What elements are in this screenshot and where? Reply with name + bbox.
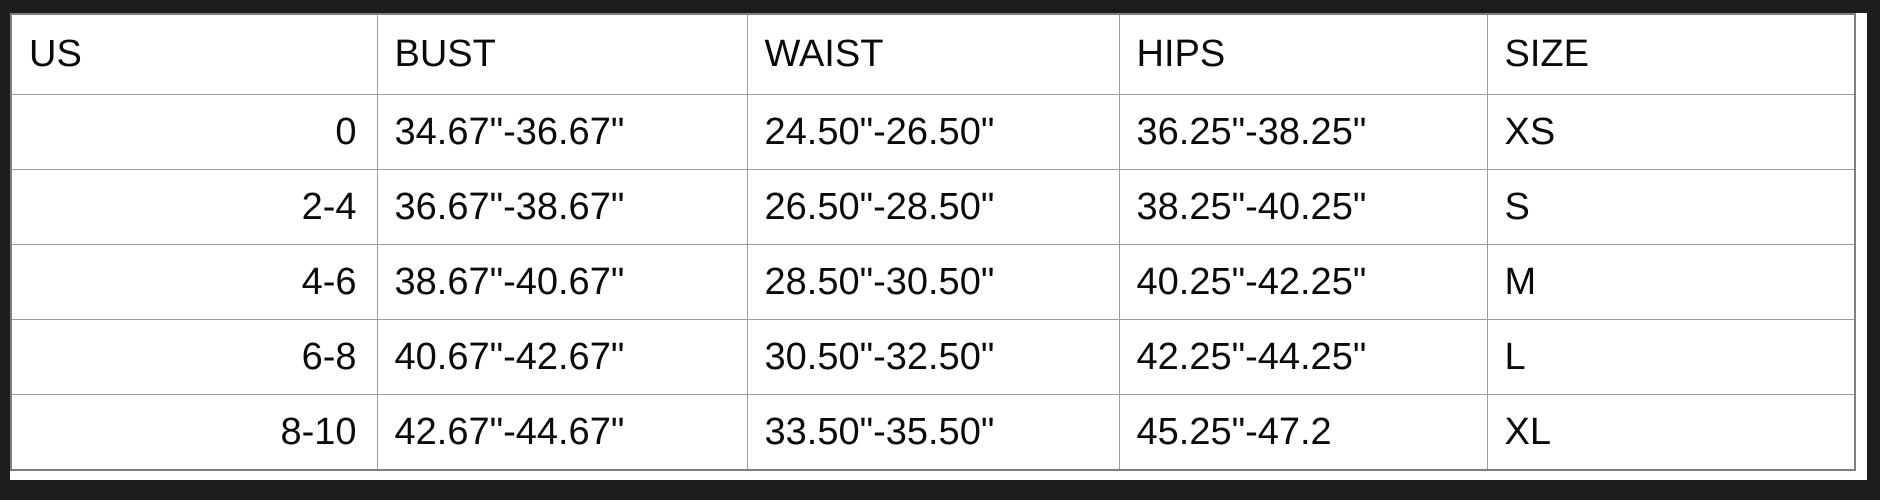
bust-value: 34.67"-36.67" bbox=[376, 94, 748, 170]
us-value: 6-8 bbox=[10, 319, 378, 395]
column-header-us: US bbox=[10, 13, 378, 95]
table-row: 8-10 42.67"-44.67" 33.50"-35.50" 45.25"-… bbox=[10, 394, 1856, 471]
waist-value: 26.50"-28.50" bbox=[746, 169, 1120, 245]
us-value: 2-4 bbox=[10, 169, 378, 245]
hips-value: 45.25"-47.2 bbox=[1118, 394, 1488, 471]
us-value: 0 bbox=[10, 94, 378, 170]
bust-value: 38.67"-40.67" bbox=[376, 244, 748, 320]
column-header-hips: HIPS bbox=[1118, 13, 1488, 95]
hips-value: 42.25"-44.25" bbox=[1118, 319, 1488, 395]
size-chart-body: 0 34.67"-36.67" 24.50"-26.50" 36.25"-38.… bbox=[10, 94, 1856, 471]
size-value: L bbox=[1486, 319, 1856, 395]
bust-value: 40.67"-42.67" bbox=[376, 319, 748, 395]
column-header-waist: WAIST bbox=[746, 13, 1120, 95]
waist-value: 24.50"-26.50" bbox=[746, 94, 1120, 170]
size-value: M bbox=[1486, 244, 1856, 320]
header-row: US BUST WAIST HIPS SIZE bbox=[10, 13, 1856, 95]
us-value: 8-10 bbox=[10, 394, 378, 471]
hips-value: 36.25"-38.25" bbox=[1118, 94, 1488, 170]
bust-value: 42.67"-44.67" bbox=[376, 394, 748, 471]
column-header-size: SIZE bbox=[1486, 13, 1856, 95]
size-value: XS bbox=[1486, 94, 1856, 170]
size-value: XL bbox=[1486, 394, 1856, 471]
table-row: 4-6 38.67"-40.67" 28.50"-30.50" 40.25"-4… bbox=[10, 244, 1856, 320]
table-row: 2-4 36.67"-38.67" 26.50"-28.50" 38.25"-4… bbox=[10, 169, 1856, 245]
size-chart-table: US BUST WAIST HIPS SIZE 0 34.67"-36.67" … bbox=[10, 13, 1856, 471]
waist-value: 33.50"-35.50" bbox=[746, 394, 1120, 471]
page-background: US BUST WAIST HIPS SIZE 0 34.67"-36.67" … bbox=[10, 13, 1867, 480]
size-chart-header: US BUST WAIST HIPS SIZE bbox=[10, 13, 1856, 95]
waist-value: 28.50"-30.50" bbox=[746, 244, 1120, 320]
waist-value: 30.50"-32.50" bbox=[746, 319, 1120, 395]
table-row: 6-8 40.67"-42.67" 30.50"-32.50" 42.25"-4… bbox=[10, 319, 1856, 395]
table-row: 0 34.67"-36.67" 24.50"-26.50" 36.25"-38.… bbox=[10, 94, 1856, 170]
hips-value: 38.25"-40.25" bbox=[1118, 169, 1488, 245]
us-value: 4-6 bbox=[10, 244, 378, 320]
hips-value: 40.25"-42.25" bbox=[1118, 244, 1488, 320]
column-header-bust: BUST bbox=[376, 13, 748, 95]
size-value: S bbox=[1486, 169, 1856, 245]
bust-value: 36.67"-38.67" bbox=[376, 169, 748, 245]
